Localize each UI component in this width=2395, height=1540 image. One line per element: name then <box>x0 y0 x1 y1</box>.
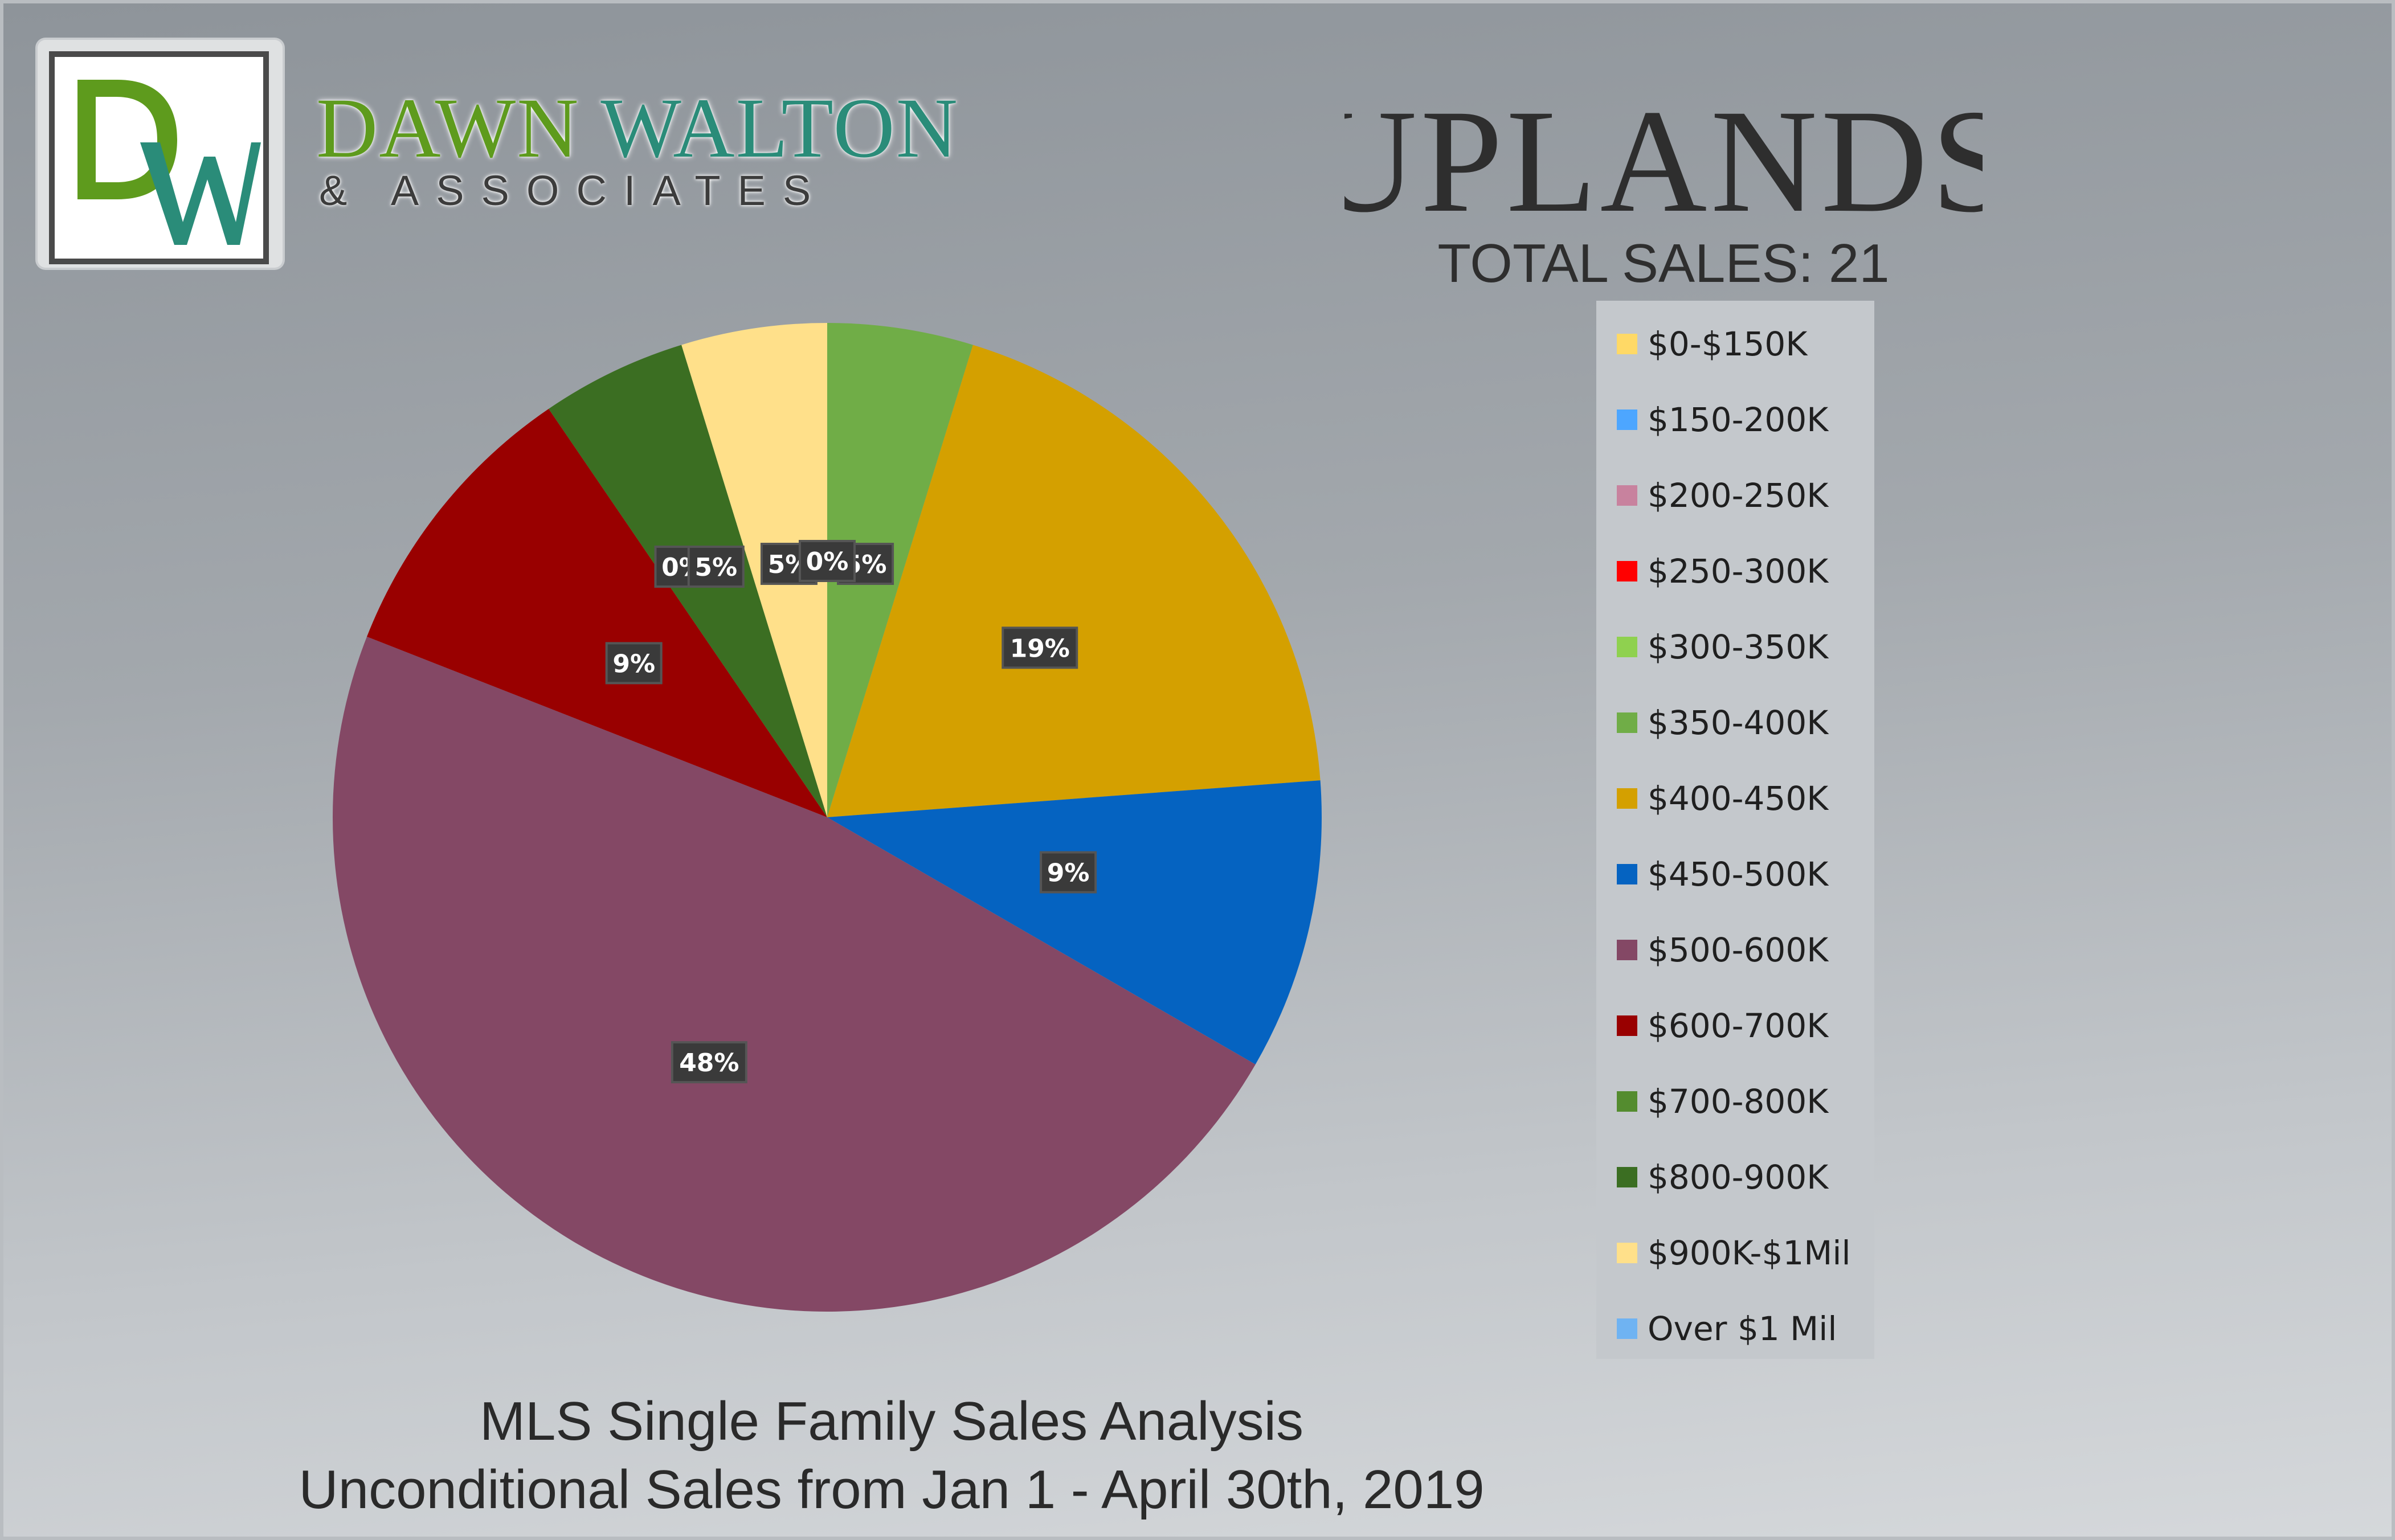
legend-label: $350-400K <box>1648 703 1829 742</box>
pie-slice-500-600k <box>333 636 1256 1312</box>
legend-label: $300-350K <box>1648 628 1829 666</box>
pie-chart: 0%0%0%0%0%5%19%9%48%9%0%5%5%0% <box>333 323 1322 1312</box>
pie-slice-450-500k <box>827 780 1322 1064</box>
pie-data-labels: 0%0%0%0%0%5%19%9%48%9%0%5%5%0% <box>605 540 1097 1084</box>
legend-item-150-200k: $150-200K <box>1596 392 1874 468</box>
legend-label: $0-$150K <box>1648 325 1808 363</box>
chart-title: UPLANDS <box>1310 79 2013 258</box>
legend-swatch <box>1617 712 1637 733</box>
legend-item-300-350k: $300-350K <box>1596 620 1874 695</box>
logo <box>38 40 283 268</box>
brand-subtitle: & ASSOCIATES <box>319 167 828 214</box>
legend-label: $150-200K <box>1648 400 1829 439</box>
legend-swatch <box>1617 940 1637 960</box>
data-label-400-450k: 19% <box>1002 626 1078 669</box>
pie-slices <box>333 323 1322 1312</box>
legend-swatch <box>1617 1318 1637 1339</box>
legend-item-800-900k: $800-900K <box>1596 1150 1874 1226</box>
legend-label: $900K-$1Mil <box>1648 1234 1851 1272</box>
legend-label: $400-450K <box>1648 779 1829 818</box>
legend-label: Over $1 Mil <box>1648 1309 1837 1348</box>
chart-title-label: UPLANDS <box>1344 85 1983 234</box>
data-label-text: 0% <box>806 547 849 576</box>
data-label-box <box>605 642 663 685</box>
legend-label: $500-600K <box>1648 931 1829 969</box>
data-label-over-1-mil: 0% <box>799 540 856 582</box>
data-label-text: 9% <box>1047 859 1090 888</box>
legend-label: $800-900K <box>1648 1158 1829 1197</box>
data-label-text: 9% <box>612 649 655 678</box>
chart-title-text: UPLANDS <box>1310 79 2013 243</box>
data-label-600-700k: 9% <box>605 642 663 685</box>
data-label-text: 19% <box>1010 634 1070 663</box>
data-label-500-600k: 48% <box>671 1041 747 1084</box>
legend-swatch <box>1617 334 1637 354</box>
legend-item-400-450k: $400-450K <box>1596 771 1874 847</box>
legend-swatch <box>1617 409 1637 430</box>
legend-swatch <box>1617 1015 1637 1036</box>
logo-frame <box>49 51 269 264</box>
data-label-text: 5% <box>694 553 737 582</box>
legend-swatch <box>1617 1243 1637 1263</box>
legend-swatch <box>1617 637 1637 657</box>
pie-slice-900k-1mil <box>681 323 827 817</box>
legend-item-350-400k: $350-400K <box>1596 695 1874 771</box>
legend-label: $200-250K <box>1648 476 1829 515</box>
brand-name-last: WALTON <box>600 81 959 175</box>
legend-item-0-150k: $0-$150K <box>1596 317 1874 392</box>
legend-item-700-800k: $700-800K <box>1596 1074 1874 1150</box>
legend-item-200-250k: $200-250K <box>1596 468 1874 544</box>
legend-label: $600-700K <box>1648 1006 1829 1045</box>
legend-item-250-300k: $250-300K <box>1596 544 1874 620</box>
pie-slice-600-700k <box>367 408 827 817</box>
data-label-450-500k: 9% <box>1040 851 1097 894</box>
legend-swatch <box>1617 1167 1637 1187</box>
brand-name: DAWN WALTON <box>316 85 959 171</box>
brand-name-first: DAWN <box>316 81 580 175</box>
legend-item-900k-1mil: $900K-$1Mil <box>1596 1226 1874 1301</box>
legend-swatch <box>1617 864 1637 884</box>
legend: $0-$150K $150-200K $200-250K $250-300K $300-… <box>1596 301 1874 1359</box>
data-label-text: 48% <box>679 1048 739 1078</box>
pie-slice-400-450k <box>827 345 1321 817</box>
legend-item-500-600k: $500-600K <box>1596 923 1874 998</box>
data-label-box <box>1002 626 1078 669</box>
data-label-box <box>799 540 856 582</box>
data-label-800-900k: 5% <box>687 546 745 588</box>
pie-slice-350-400k <box>827 323 973 817</box>
legend-item-over-1-mil: Over $1 Mil <box>1596 1301 1874 1377</box>
logo-monogram <box>77 80 261 245</box>
legend-swatch <box>1617 788 1637 809</box>
data-label-box <box>1040 851 1097 894</box>
legend-swatch <box>1617 1091 1637 1112</box>
legend-item-600-700k: $600-700K <box>1596 998 1874 1074</box>
data-label-box <box>687 546 745 588</box>
data-label-box <box>671 1041 747 1084</box>
footer-line-1: MLS Single Family Sales Analysis <box>480 1391 1303 1452</box>
legend-swatch <box>1617 561 1637 581</box>
footer-line-2: Unconditional Sales from Jan 1 - April 3… <box>299 1459 1485 1520</box>
legend-swatch <box>1617 485 1637 506</box>
total-sales: TOTAL SALES: 21 <box>1437 233 1890 294</box>
legend-label: $700-800K <box>1648 1082 1829 1121</box>
legend-item-450-500k: $450-500K <box>1596 847 1874 923</box>
legend-label: $250-300K <box>1648 552 1829 591</box>
legend-label: $450-500K <box>1648 855 1829 894</box>
